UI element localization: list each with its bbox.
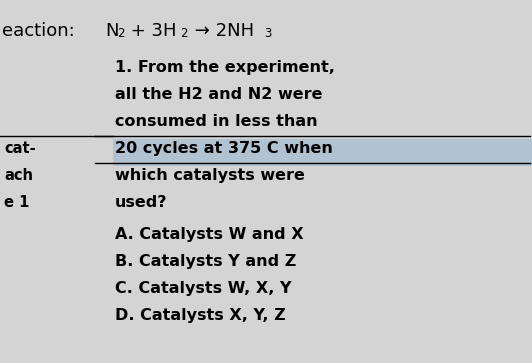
Text: cat-: cat-	[4, 141, 36, 156]
Text: A. Catalysts W and X: A. Catalysts W and X	[115, 227, 304, 242]
Text: N: N	[105, 22, 119, 40]
Text: D. Catalysts X, Y, Z: D. Catalysts X, Y, Z	[115, 308, 286, 323]
Text: consumed in less than: consumed in less than	[115, 114, 318, 129]
Text: which catalysts were: which catalysts were	[115, 168, 305, 183]
Text: 3: 3	[264, 27, 271, 40]
Text: + 3H: + 3H	[125, 22, 177, 40]
Text: 1. From the experiment,: 1. From the experiment,	[115, 60, 335, 75]
Text: all the H2 and N2 were: all the H2 and N2 were	[115, 87, 322, 102]
Text: eaction:: eaction:	[2, 22, 86, 40]
Text: B. Catalysts Y and Z: B. Catalysts Y and Z	[115, 254, 296, 269]
Text: 20 cycles at 375 C when: 20 cycles at 375 C when	[115, 141, 333, 156]
Text: used?: used?	[115, 195, 168, 210]
Text: 2: 2	[180, 27, 187, 40]
Text: 2: 2	[117, 27, 124, 40]
Text: ach: ach	[4, 168, 33, 183]
Text: C. Catalysts W, X, Y: C. Catalysts W, X, Y	[115, 281, 292, 296]
Text: e 1: e 1	[4, 195, 29, 210]
Text: → 2NH: → 2NH	[189, 22, 254, 40]
Bar	[113, 139, 532, 166]
